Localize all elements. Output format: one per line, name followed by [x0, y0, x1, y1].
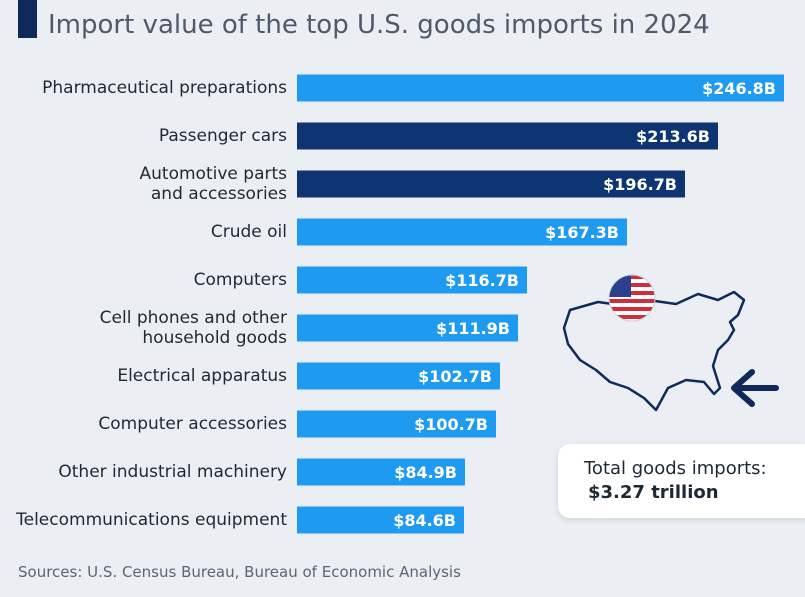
category-label: Electrical apparatus: [117, 366, 287, 386]
bar: $111.9B: [297, 314, 518, 342]
category-label: Pharmaceutical preparations: [42, 78, 287, 98]
bar: $167.3B: [297, 218, 627, 246]
total-imports-callout: Total goods imports: $3.27 trillion: [558, 444, 805, 518]
total-imports-value: $3.27 trillion: [588, 482, 719, 503]
category-label: Crude oil: [211, 222, 287, 242]
bar-value-label: $102.7B: [418, 366, 492, 386]
category-label-line: Automotive parts: [139, 164, 287, 184]
bar: $246.8B: [297, 74, 784, 102]
category-label: Computers: [194, 270, 287, 290]
us-map-illustration: [562, 274, 779, 412]
category-label-line: Crude oil: [210, 222, 287, 242]
source-note: Sources: U.S. Census Bureau, Bureau of E…: [18, 563, 461, 581]
bar: $213.6B: [297, 122, 718, 150]
us-flag-icon: [608, 274, 656, 322]
category-label-line: Telecommunications equipment: [16, 510, 287, 530]
category-label-line: Cell phones and other: [99, 308, 287, 328]
bar-value-label: $213.6B: [636, 126, 710, 146]
title-accent-bar: [18, 0, 37, 38]
bar-value-label: $196.7B: [603, 174, 677, 194]
category-label: Telecommunications equipment: [16, 510, 287, 530]
category-label: Passenger cars: [159, 126, 287, 146]
category-label-line: Passenger cars: [158, 126, 287, 146]
category-label-line: Pharmaceutical preparations: [42, 78, 287, 98]
category-label-line: and accessories: [150, 184, 287, 204]
bar: $102.7B: [297, 362, 500, 390]
category-label: Other industrial machinery: [58, 462, 287, 482]
bar: $84.9B: [297, 458, 465, 486]
arrow-left-icon: [731, 369, 779, 407]
bar: $84.6B: [297, 506, 464, 534]
bar-value-label: $167.3B: [545, 222, 619, 242]
bar: $100.7B: [297, 410, 496, 438]
category-label-line: household goods: [142, 328, 287, 348]
category-label-line: Computers: [193, 270, 287, 290]
category-label: Automotive parts and accessories: [140, 164, 287, 204]
bar: $196.7B: [297, 170, 685, 198]
total-imports-label: Total goods imports:: [584, 458, 767, 479]
bar-value-label: $111.9B: [436, 318, 510, 338]
bar-value-label: $84.6B: [393, 510, 456, 530]
bar-value-label: $84.9B: [394, 462, 457, 482]
bar-value-label: $116.7B: [445, 270, 519, 290]
chart-subtitle: Import value of the top U.S. goods impor…: [48, 10, 710, 40]
us-map-outline-icon: [562, 290, 746, 412]
category-label: Computer accessories: [98, 414, 287, 434]
category-label-line: Electrical apparatus: [117, 366, 287, 386]
category-label: Cell phones and other household goods: [100, 308, 287, 348]
bar-value-label: $100.7B: [414, 414, 488, 434]
bar-value-label: $246.8B: [702, 78, 776, 98]
category-label-line: Computer accessories: [98, 414, 287, 434]
bar: $116.7B: [297, 266, 527, 294]
bar-chart: Pharmaceutical preparations $246.8B Passen…: [0, 60, 805, 550]
category-label-line: Other industrial machinery: [58, 462, 287, 482]
